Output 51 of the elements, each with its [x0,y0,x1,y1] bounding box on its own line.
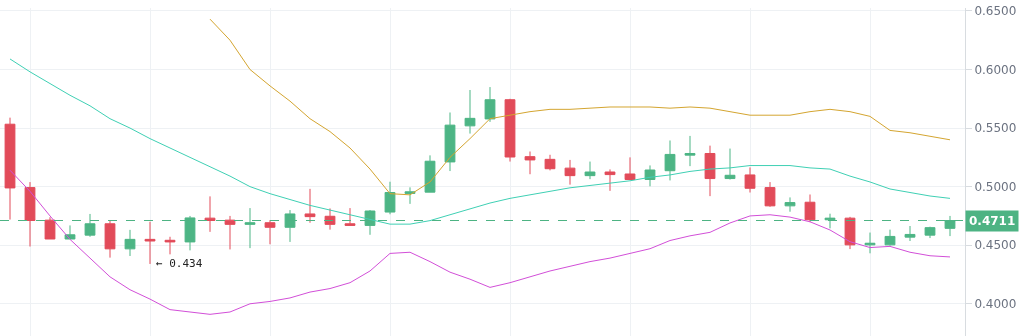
candlestick [784,196,796,213]
candlestick [724,148,736,180]
candlestick [344,207,356,226]
candlestick [4,117,16,221]
candlestick [624,156,636,180]
candlestick [64,224,76,240]
y-tick-label: 0.4500 [974,238,1017,253]
candlestick [564,159,576,186]
candlestick [664,139,676,181]
candlestick [484,86,496,123]
candlestick [124,229,136,257]
candlestick [304,188,316,224]
candlestick [684,135,696,167]
candlestick [444,111,456,172]
candlestick [384,181,396,215]
y-tick-label: 0.6500 [974,4,1017,19]
candlestick [464,89,476,135]
candlestick [44,216,56,240]
candlestick [424,154,436,193]
candlestick [604,168,616,192]
candlestick [904,225,916,242]
candlestick [204,195,216,233]
y-tick-label: 0.5000 [974,179,1017,194]
candlestick [704,145,716,197]
candlestick [24,181,36,247]
candlestick [144,221,156,265]
candlestick [264,219,276,245]
y-tick-label: 0.5500 [974,121,1017,136]
ref-line-label: 0.4711 [969,214,1016,228]
y-tick-label: 0.6000 [974,62,1017,77]
candlestick [524,151,536,175]
candlestick [324,207,336,231]
candlestick [884,229,896,247]
y-tick-label: 0.4000 [974,296,1017,311]
candlestick [764,181,776,208]
candlestick [544,154,556,171]
candlestick [844,216,856,250]
candlestick [584,161,596,180]
candlestick [864,232,876,254]
annotation: ← 0.434 [156,257,203,270]
line-series [9,58,951,225]
candlestick [744,166,756,193]
candlestick [224,215,236,250]
candlestick [804,193,816,223]
line-series [9,169,951,315]
candlestick [404,186,416,205]
candlestick [104,220,116,259]
candlestick [164,236,176,255]
candlestick [924,226,936,239]
candlestick [504,98,516,163]
line-series [209,18,951,196]
